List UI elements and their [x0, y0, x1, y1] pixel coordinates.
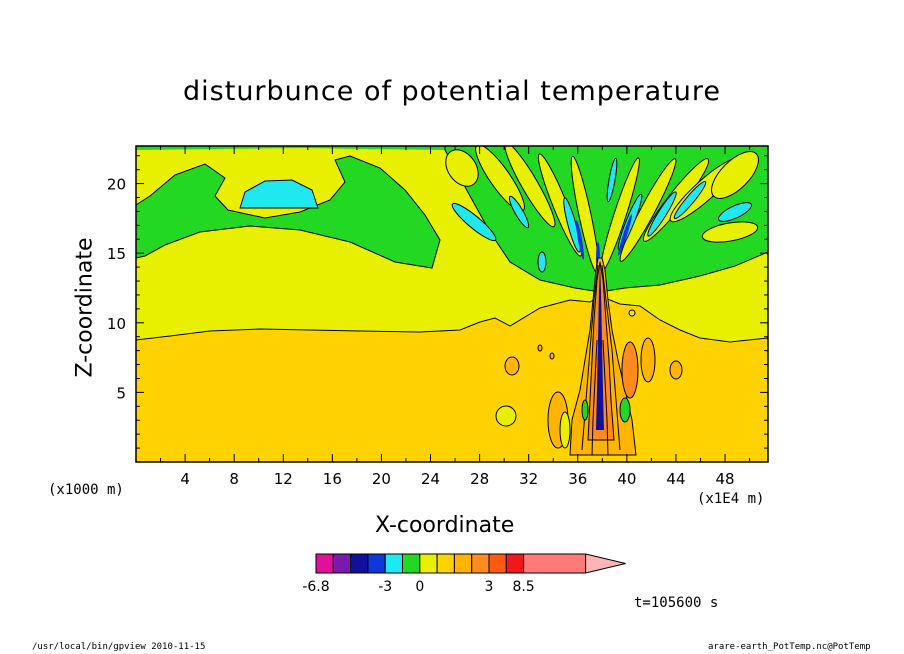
y-axis-label: Z-coordinate: [72, 237, 98, 378]
y-tick-label-20: 20: [107, 176, 126, 194]
chart-title: disturbunce of potential temperature: [183, 76, 721, 107]
x-tick-label-12: 12: [274, 470, 293, 488]
footer-right: arare-earth_PotTemp.nc@PotTemp: [708, 642, 871, 652]
time-label: t=105600 s: [634, 595, 719, 611]
x-tick-label-40: 40: [617, 470, 636, 488]
x-tick-label-32: 32: [519, 470, 538, 488]
y-tick-label-5: 5: [116, 384, 126, 402]
x-tick-label-24: 24: [421, 470, 440, 488]
y-tick-label-15: 15: [107, 245, 126, 263]
cyan-blob-left: [239, 179, 319, 209]
footer-left: /usr/local/bin/gpview 2010-11-15: [32, 642, 206, 652]
colorbar-swatch-0: [315, 553, 334, 574]
x-tick-label-16: 16: [323, 470, 342, 488]
colorbar-extend-triangle: [585, 553, 626, 574]
y-tick-label-10: 10: [107, 315, 126, 333]
x-axis-label: X-coordinate: [375, 513, 515, 538]
colorbar-swatch-10: [488, 553, 507, 574]
x-tick-label-36: 36: [568, 470, 587, 488]
x-tick-label-4: 4: [180, 470, 190, 488]
plot-area: [136, 146, 768, 462]
colorbar-swatch-2: [350, 553, 369, 574]
colorbar-swatch-6: [419, 553, 438, 574]
colorbar-swatch-5: [402, 553, 421, 574]
colorbar-swatch-12: [523, 553, 587, 574]
colorbar-label: 8.5: [512, 579, 534, 595]
colorbar-label: -6.8: [302, 579, 329, 595]
column-side-cells: [547, 337, 656, 449]
x-tick-label-28: 28: [470, 470, 489, 488]
colorbar-swatch-8: [453, 553, 473, 574]
colorbar: -6.8 -3 0 3 8.5: [302, 553, 626, 595]
field-green-left: [136, 155, 441, 269]
column-inner: [596, 262, 604, 430]
x-unit-right: (x1E4 m): [697, 491, 765, 507]
colorbar-swatch-7: [436, 553, 455, 574]
colorbar-label: -3: [378, 579, 392, 595]
x-unit-left: (x1000 m): [48, 482, 124, 498]
colorbar-swatch-9: [471, 553, 490, 574]
plot-frame: [135, 145, 769, 463]
colorbar-swatch-4: [384, 553, 404, 574]
colorbar-swatch-11: [505, 553, 525, 574]
colorbar-label: 3: [485, 579, 494, 595]
x-ticks: 4 8 12 16 20 24 28 32 36 40 44 48: [160, 146, 751, 488]
small-cells: [495, 309, 683, 427]
x-tick-label-44: 44: [666, 470, 685, 488]
colorbar-swatch-3: [367, 553, 386, 574]
x-tick-label-48: 48: [716, 470, 735, 488]
colorbar-label: 0: [415, 579, 424, 595]
y-ticks: 5 10 15 20: [107, 155, 768, 449]
x-tick-label-20: 20: [372, 470, 391, 488]
colorbar-swatch-1: [332, 553, 352, 574]
x-tick-label-8: 8: [229, 470, 239, 488]
